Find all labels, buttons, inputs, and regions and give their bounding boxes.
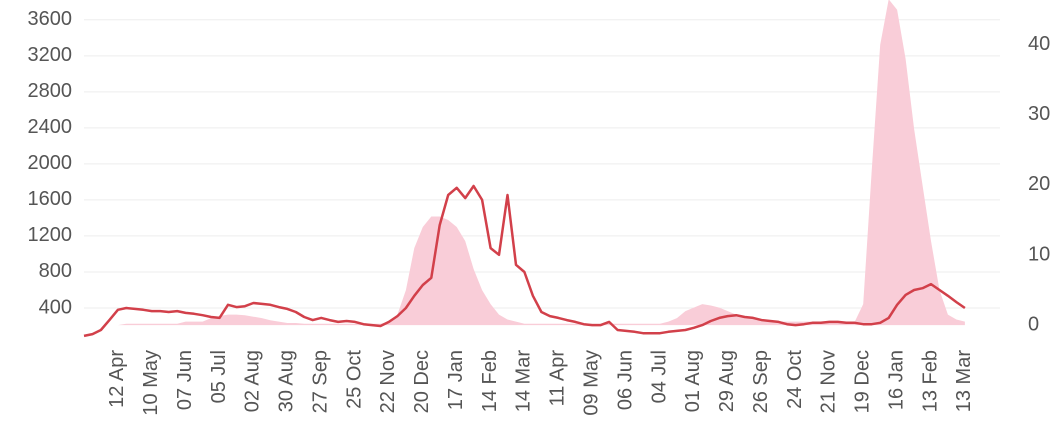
x-tick-label: 24 Oct [784, 350, 806, 409]
x-tick-label: 16 Jan [885, 350, 907, 410]
y2-tick-label: 40 [1028, 33, 1050, 55]
x-tick-label: 13 Feb [919, 350, 941, 412]
x-tick-label: 21 Nov [818, 350, 840, 413]
x-tick-label: 19 Dec [851, 350, 873, 413]
area [84, 0, 965, 326]
x-tick-label: 12 Apr [106, 350, 128, 408]
y2-tick-label: 0 [1028, 313, 1039, 335]
y-tick-label: 3200 [28, 44, 73, 66]
x-tick-label: 11 Apr [547, 350, 569, 407]
y2-tick-label: 30 [1028, 103, 1050, 125]
x-tick-label: 26 Sep [750, 350, 772, 413]
x-tick-label: 20 Dec [411, 350, 433, 413]
y-tick-label: 2400 [28, 116, 73, 138]
x-tick-label: 29 Aug [716, 350, 738, 412]
x-tick-label: 30 Aug [276, 350, 298, 412]
x-tick-label: 06 Jun [614, 350, 636, 410]
y-tick-label: 3600 [28, 8, 73, 30]
x-tick-label: 02 Aug [242, 350, 264, 412]
x-tick-label: 17 Jan [445, 350, 467, 410]
x-tick-label: 01 Aug [682, 350, 704, 412]
y-tick-label: 1200 [28, 224, 73, 246]
x-tick-label: 04 Jul [648, 350, 670, 403]
x-tick-label: 13 Mar [953, 350, 975, 413]
y2-tick-label: 10 [1028, 243, 1050, 265]
x-tick-label: 27 Sep [309, 350, 331, 413]
x-tick-label: 05 Jul [208, 350, 230, 403]
y-tick-label: 2000 [28, 152, 73, 174]
line [83, 184, 966, 338]
x-tick-label: 09 May [580, 350, 602, 416]
x-tick-label: 07 Jun [174, 350, 196, 410]
y-tick-label: 2800 [28, 80, 73, 102]
x-tick-label: 22 Nov [377, 350, 399, 413]
x-tick-label: 14 Feb [479, 350, 501, 412]
y2-tick-label: 20 [1028, 173, 1050, 195]
y-tick-label: 1600 [28, 188, 73, 210]
y-tick-label: 800 [39, 260, 72, 282]
y-tick-label: 400 [39, 296, 72, 318]
x-tick-label: 14 Mar [513, 350, 535, 413]
x-tick-label: 25 Oct [343, 350, 365, 409]
x-tick-label: 10 May [140, 350, 162, 416]
